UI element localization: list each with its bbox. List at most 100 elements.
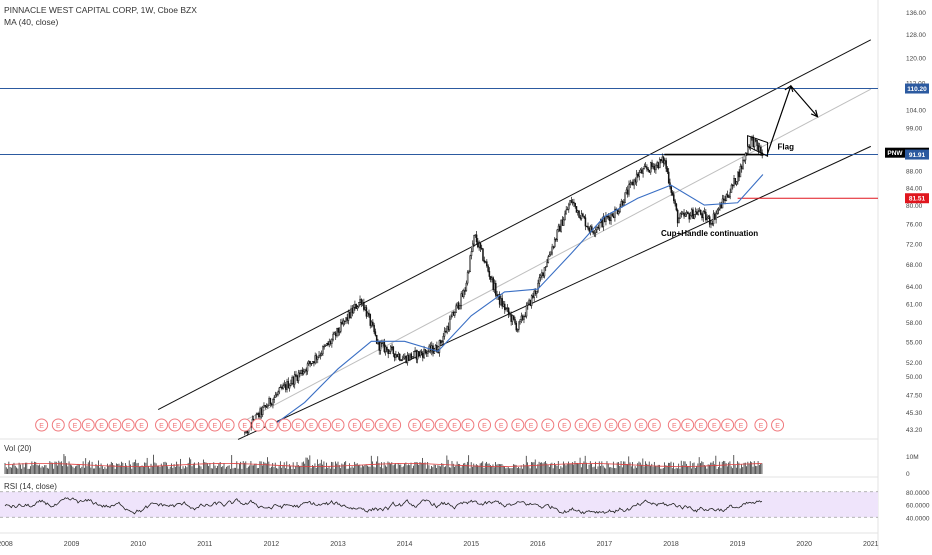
symbol-tag-label: PNW (887, 150, 903, 157)
earnings-marker[interactable] (434, 418, 448, 432)
earnings-marker-label: E (379, 423, 384, 430)
volume-bar (346, 468, 348, 474)
volume-bar (112, 463, 113, 474)
volume-bar (39, 464, 40, 474)
candle-body (366, 312, 369, 317)
earnings-marker[interactable] (304, 418, 318, 432)
projection-peak-arrowhead (784, 85, 794, 93)
volume-bar (9, 466, 11, 474)
earnings-marker[interactable] (291, 418, 305, 432)
volume-bar (301, 462, 303, 474)
volume-bar (18, 462, 20, 474)
earnings-marker[interactable] (155, 418, 169, 432)
candle-body (414, 350, 416, 352)
volume-bar (529, 468, 531, 474)
earnings-marker[interactable] (121, 418, 135, 432)
candle-body (375, 334, 378, 344)
volume-bar (332, 462, 334, 474)
volume-bar (424, 462, 426, 474)
earnings-marker[interactable] (278, 418, 292, 432)
earnings-marker[interactable] (524, 418, 538, 432)
earnings-marker[interactable] (318, 418, 332, 432)
volume-bar (568, 461, 569, 474)
volume-bar (519, 468, 521, 474)
volume-bar (554, 462, 555, 474)
earnings-marker[interactable] (68, 418, 82, 432)
candle-body (437, 351, 439, 354)
earnings-marker[interactable] (168, 418, 182, 432)
earnings-marker[interactable] (331, 418, 345, 432)
earnings-marker[interactable] (221, 418, 235, 432)
volume-bar (409, 465, 411, 474)
earnings-marker[interactable] (681, 418, 695, 432)
earnings-marker[interactable] (511, 418, 525, 432)
volume-bar (719, 461, 721, 474)
earnings-marker[interactable] (348, 418, 362, 432)
volume-bar (27, 468, 29, 474)
earnings-marker[interactable] (634, 418, 648, 432)
volume-bar (484, 463, 486, 474)
earnings-marker[interactable] (541, 418, 555, 432)
earnings-marker[interactable] (721, 418, 735, 432)
earnings-marker[interactable] (421, 418, 435, 432)
candle-body (318, 354, 320, 358)
volume-bar (341, 463, 343, 474)
earnings-marker-label: E (366, 423, 371, 430)
earnings-marker[interactable] (771, 418, 785, 432)
earnings-marker[interactable] (374, 418, 388, 432)
earnings-marker[interactable] (647, 418, 661, 432)
earnings-marker[interactable] (557, 418, 571, 432)
earnings-marker[interactable] (51, 418, 65, 432)
earnings-marker-label: E (86, 423, 91, 430)
candle-body (699, 209, 702, 215)
volume-bar (739, 468, 741, 474)
earnings-marker[interactable] (707, 418, 721, 432)
earnings-marker[interactable] (754, 418, 768, 432)
earnings-marker[interactable] (251, 418, 265, 432)
earnings-marker[interactable] (587, 418, 601, 432)
candle-body (427, 350, 429, 354)
earnings-marker[interactable] (208, 418, 222, 432)
volume-bar (84, 467, 85, 474)
volume-bar (571, 462, 573, 474)
grid-layer (0, 0, 879, 550)
earnings-marker[interactable] (448, 418, 462, 432)
earnings-marker[interactable] (135, 418, 149, 432)
candle-body (682, 212, 684, 215)
earnings-marker[interactable] (95, 418, 109, 432)
volume-bar (628, 456, 630, 474)
candle-body (661, 156, 664, 162)
volume-bar (753, 461, 755, 474)
volume-bar (449, 467, 450, 474)
volume-bar (434, 464, 436, 474)
earnings-marker[interactable] (361, 418, 375, 432)
earnings-marker[interactable] (461, 418, 475, 432)
earnings-marker[interactable] (667, 418, 681, 432)
price-tag (905, 83, 929, 94)
volume-bar (190, 459, 192, 474)
earnings-marker[interactable] (574, 418, 588, 432)
earnings-marker[interactable] (694, 418, 708, 432)
earnings-marker[interactable] (181, 418, 195, 432)
earnings-marker[interactable] (388, 418, 402, 432)
volume-bar (436, 468, 438, 474)
earnings-marker[interactable] (408, 418, 422, 432)
earnings-marker[interactable] (238, 418, 252, 432)
earnings-marker[interactable] (604, 418, 618, 432)
volume-bar (151, 466, 153, 474)
earnings-marker[interactable] (108, 418, 122, 432)
volume-bar (429, 468, 431, 474)
candle-body (268, 398, 270, 406)
earnings-marker[interactable] (478, 418, 492, 432)
earnings-marker[interactable] (194, 418, 208, 432)
earnings-marker[interactable] (264, 418, 278, 432)
earnings-marker[interactable] (494, 418, 508, 432)
earnings-marker[interactable] (734, 418, 748, 432)
earnings-marker[interactable] (81, 418, 95, 432)
earnings-marker[interactable] (35, 418, 49, 432)
earnings-marker[interactable] (617, 418, 631, 432)
volume-bar (350, 467, 352, 474)
volume-bar (621, 467, 623, 474)
